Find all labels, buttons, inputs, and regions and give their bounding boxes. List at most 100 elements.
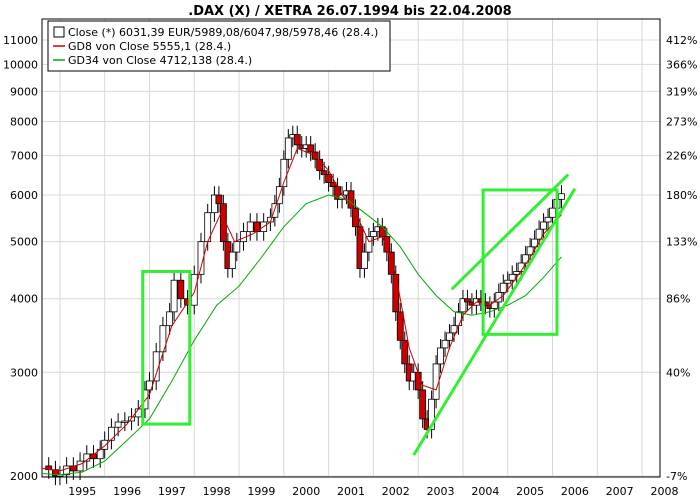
legend-label-gd34: GD34 von Close 4712,138 (28.4.): [68, 54, 252, 67]
grid: [42, 19, 660, 477]
candle-body: [166, 311, 174, 327]
y-tick-label-left: 10000: [3, 58, 38, 71]
y-tick-label-right: 273%: [666, 115, 697, 128]
candle-body: [356, 226, 364, 269]
candle-body: [558, 193, 565, 200]
candle-body: [396, 311, 404, 341]
candle-body: [369, 231, 377, 237]
x-tick-label: 1998: [203, 485, 231, 498]
candle-body: [280, 158, 288, 188]
y-tick-label-left: 5000: [10, 236, 38, 249]
candle-body: [307, 144, 315, 153]
candle-body: [215, 194, 223, 205]
candle-body: [63, 465, 71, 476]
chart-title: .DAX (X) / XETRA 26.07.1994 bis 22.04.20…: [188, 4, 511, 19]
x-tick-label: 2008: [650, 485, 678, 498]
annotation-box: [481, 188, 559, 336]
candle-body: [499, 282, 507, 293]
candle-body: [101, 439, 109, 450]
legend-box: [47, 20, 391, 72]
candle-body: [347, 190, 355, 209]
candle-body: [233, 241, 241, 253]
candle-body: [540, 221, 547, 230]
x-tick-label: 1995: [68, 485, 96, 498]
y-tick-label-right: 412%: [666, 34, 697, 47]
candle-body: [414, 371, 422, 391]
y-tick-label-right: 86%: [666, 293, 690, 306]
candle-body: [90, 453, 97, 460]
x-tick-label: 2003: [427, 485, 455, 498]
candle-body: [246, 221, 254, 233]
axes: 11000 10000 9000 8000 7000 6000 5000 4000 3000 20…: [3, 34, 697, 498]
candle-body: [361, 251, 368, 269]
candle-body: [293, 134, 301, 146]
candle-body: [320, 170, 328, 175]
candle-body: [152, 351, 160, 382]
candle-body: [504, 279, 512, 284]
candle-body: [271, 203, 279, 218]
y-tick-label-left: 6000: [10, 189, 38, 202]
candle-body: [76, 460, 84, 472]
x-tick-label: 1997: [158, 485, 186, 498]
x-tick-label: 1999: [247, 485, 275, 498]
candle-body: [383, 236, 391, 253]
candle-body: [526, 246, 534, 256]
candle-body: [544, 216, 552, 223]
x-tick-label: 2002: [382, 485, 410, 498]
candle-body: [531, 238, 539, 248]
annotation-box: [141, 269, 192, 426]
candle-body: [52, 469, 59, 477]
candle-body: [190, 273, 198, 306]
y-tick-label-right: 40%: [666, 366, 690, 379]
candle-body: [284, 137, 292, 160]
candle-body: [352, 207, 359, 228]
candle-body: [535, 228, 543, 240]
trend-line: [450, 173, 570, 291]
y-tick-label-left: 3000: [10, 366, 38, 379]
candle-body: [170, 279, 178, 313]
y-tick-label-right: 180%: [666, 189, 697, 202]
candle-body: [441, 339, 449, 349]
candle-body: [108, 426, 115, 441]
legend-label-close: Close (*) 6031,39 EUR/5989,08/6047,98/59…: [68, 26, 378, 39]
candle-body: [197, 241, 205, 275]
x-tick-label: 1996: [113, 485, 141, 498]
y-tick-label-left: 8000: [10, 115, 38, 128]
y-tick-label-right: 319%: [666, 85, 697, 98]
candle-body: [365, 236, 373, 253]
legend-label-gd8: GD8 von Close 5555,1 (28.4.): [68, 40, 231, 53]
candle-body: [419, 389, 427, 420]
x-tick-label: 2004: [471, 485, 499, 498]
candle-body: [428, 398, 436, 430]
y-tick-label-left: 4000: [10, 293, 38, 306]
candle-body: [464, 298, 471, 303]
y-tick-label-left: 9000: [10, 85, 38, 98]
y-tick-label-right: -7%: [666, 470, 687, 483]
x-tick-label: 2006: [561, 485, 589, 498]
legend: Close (*) 6031,39 EUR/5989,08/6047,98/59…: [47, 20, 391, 72]
candle-body: [325, 174, 333, 183]
y-tick-label-left: 11000: [3, 34, 38, 47]
candle-body: [316, 158, 324, 172]
y-tick-label-right: 226%: [666, 150, 697, 163]
trend-line: [412, 187, 577, 456]
candle-body: [549, 207, 556, 218]
candles: [45, 125, 565, 486]
x-tick-label: 2001: [337, 485, 365, 498]
candle-body: [392, 273, 400, 313]
candle-body: [459, 298, 467, 313]
candle-body: [455, 311, 462, 327]
y-tick-label-left: 7000: [10, 150, 38, 163]
x-tick-label: 2007: [606, 485, 634, 498]
candle-body: [219, 203, 227, 243]
candle-body: [228, 251, 236, 269]
candle-body: [378, 226, 386, 237]
plot-frame: [41, 18, 661, 478]
y-tick-label-right: 366%: [666, 58, 697, 71]
x-tick-label: 2005: [516, 485, 544, 498]
y-tick-label-left: 2000: [10, 470, 38, 483]
candle-body: [121, 420, 129, 423]
candle-body: [508, 273, 516, 281]
annotations: [141, 173, 577, 456]
